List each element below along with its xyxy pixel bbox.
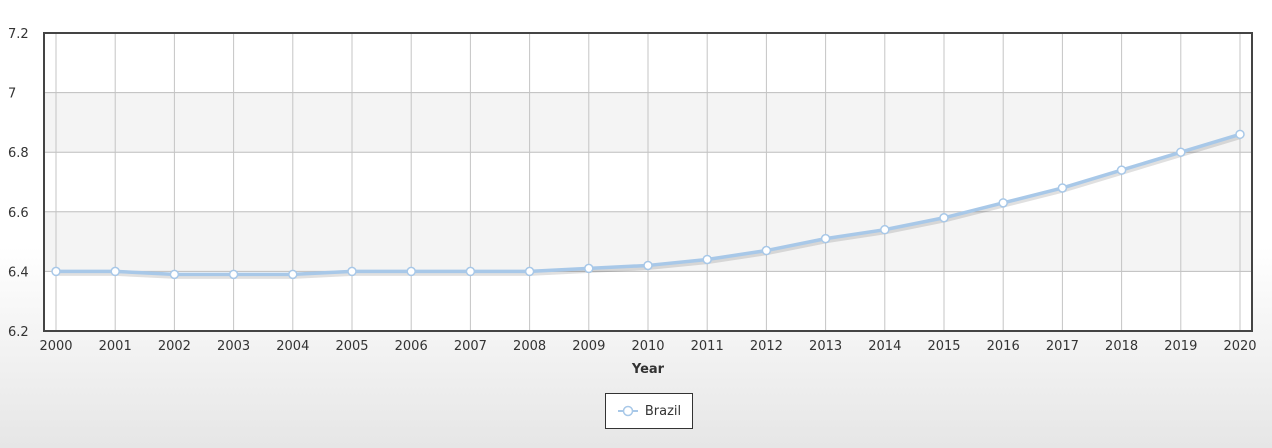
x-tick-label: 2008: [513, 339, 546, 354]
data-point[interactable]: [822, 235, 830, 243]
data-point[interactable]: [466, 267, 474, 275]
data-point[interactable]: [940, 214, 948, 222]
x-tick-label: 2010: [631, 339, 664, 354]
legend-marker-icon: [617, 405, 639, 417]
x-tick-label: 2007: [454, 339, 487, 354]
data-point[interactable]: [1058, 184, 1066, 192]
x-tick-label: 2017: [1046, 339, 1079, 354]
x-tick-label: 2018: [1105, 339, 1138, 354]
y-tick-label: 6.8: [8, 146, 29, 161]
data-point[interactable]: [999, 199, 1007, 207]
x-tick-label: 2020: [1223, 339, 1256, 354]
data-point[interactable]: [170, 270, 178, 278]
y-tick-label: 7.2: [8, 27, 29, 42]
x-tick-label: 2000: [39, 339, 72, 354]
y-tick-label: 6.6: [8, 206, 29, 221]
x-tick-label: 2016: [987, 339, 1020, 354]
legend-label: Brazil: [645, 404, 681, 419]
data-point[interactable]: [230, 270, 238, 278]
x-tick-label: 2006: [395, 339, 428, 354]
data-point[interactable]: [111, 267, 119, 275]
x-tick-label: 2013: [809, 339, 842, 354]
x-axis-title: Year: [631, 362, 665, 377]
y-axis-ticks: 6.2 6.4 6.6 6.8 7 7.2: [8, 27, 29, 340]
x-tick-label: 2005: [335, 339, 368, 354]
y-tick-label: 6.2: [8, 325, 29, 340]
data-point[interactable]: [1236, 130, 1244, 138]
data-point[interactable]: [289, 270, 297, 278]
x-tick-label: 2014: [868, 339, 901, 354]
x-tick-label: 2004: [276, 339, 309, 354]
data-point[interactable]: [881, 226, 889, 234]
y-tick-label: 6.4: [8, 265, 29, 280]
x-tick-label: 2009: [572, 339, 605, 354]
x-tick-label: 2011: [691, 339, 724, 354]
data-point[interactable]: [52, 267, 60, 275]
legend[interactable]: Brazil: [605, 393, 693, 429]
x-tick-label: 2003: [217, 339, 250, 354]
y-tick-label: 7: [8, 87, 16, 102]
x-tick-label: 2012: [750, 339, 783, 354]
data-point[interactable]: [1177, 148, 1185, 156]
data-point[interactable]: [1118, 166, 1126, 174]
data-point[interactable]: [585, 264, 593, 272]
data-point[interactable]: [703, 255, 711, 263]
data-point[interactable]: [348, 267, 356, 275]
x-tick-label: 2015: [927, 339, 960, 354]
data-point[interactable]: [644, 261, 652, 269]
data-point[interactable]: [407, 267, 415, 275]
x-tick-label: 2001: [99, 339, 132, 354]
data-point[interactable]: [762, 247, 770, 255]
x-tick-label: 2019: [1164, 339, 1197, 354]
x-axis-ticks: 2000 2001 2002 2003 2004 2005 2006 2007 2008 2009…: [39, 339, 1256, 354]
data-point[interactable]: [526, 267, 534, 275]
x-tick-label: 2002: [158, 339, 191, 354]
